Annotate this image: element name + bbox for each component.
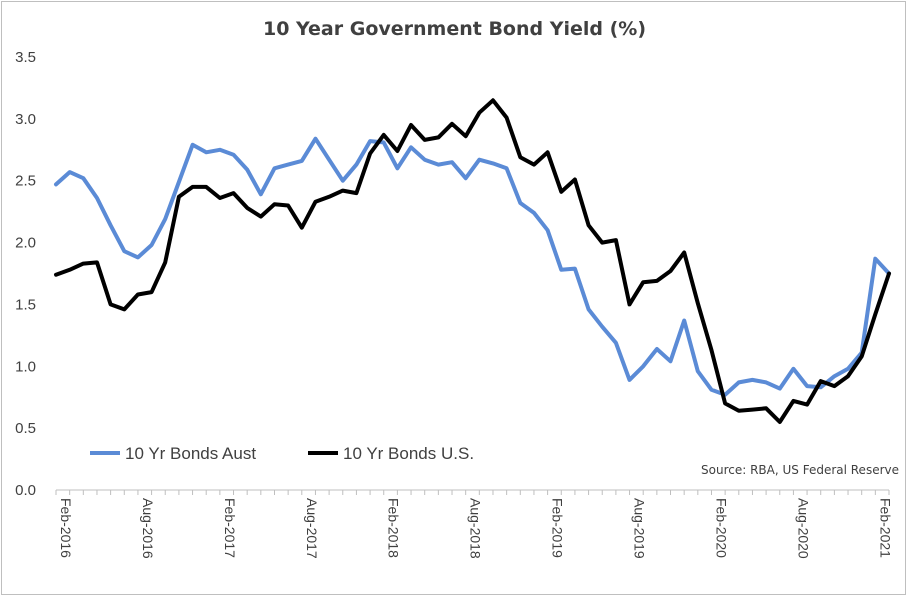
x-tick-label: Feb-2020 — [713, 498, 729, 558]
x-tick-label: Feb-2019 — [550, 498, 566, 558]
x-tick-label: Aug-2019 — [632, 498, 648, 559]
x-tick-label: Feb-2017 — [222, 498, 238, 558]
y-tick-label: 0.0 — [15, 482, 36, 499]
x-tick-label: Aug-2016 — [140, 498, 156, 559]
series-line-aust — [54, 136, 891, 397]
x-tick-label: Aug-2018 — [468, 498, 484, 559]
source-note: Source: RBA, US Federal Reserve — [701, 463, 899, 477]
legend: 10 Yr Bonds Aust 10 Yr Bonds U.S. — [90, 444, 474, 463]
x-tick-label: Aug-2020 — [795, 498, 811, 559]
x-axis-labels: Feb-2016 Aug-2016 Feb-2017 Aug-2017 Feb-2018… — [58, 498, 893, 559]
y-tick-label: 1.0 — [15, 358, 36, 375]
legend-label: 10 Yr Bonds U.S. — [343, 444, 474, 463]
legend-label: 10 Yr Bonds Aust — [125, 444, 256, 463]
x-tick-label: Feb-2016 — [58, 498, 74, 558]
y-tick-label: 3.0 — [15, 111, 36, 128]
y-axis-labels: 0.0 0.5 1.0 1.5 2.0 2.5 3.0 3.5 — [15, 49, 36, 499]
y-tick-label: 2.5 — [15, 173, 36, 190]
y-tick-label: 3.5 — [15, 49, 36, 66]
y-tick-label: 1.5 — [15, 296, 36, 313]
y-tick-label: 2.0 — [15, 235, 36, 252]
y-tick-label: 0.5 — [15, 420, 36, 437]
x-tick-label: Feb-2021 — [877, 498, 893, 558]
x-axis-ticks — [55, 490, 890, 495]
chart-title: 10 Year Government Bond Yield (%) — [262, 18, 647, 40]
series-lines — [54, 98, 891, 424]
legend-item: 10 Yr Bonds U.S. — [308, 444, 474, 463]
x-tick-label: Aug-2017 — [304, 498, 320, 559]
series-line-us — [54, 98, 891, 424]
x-tick-label: Feb-2018 — [386, 498, 402, 558]
legend-item: 10 Yr Bonds Aust — [90, 444, 256, 463]
